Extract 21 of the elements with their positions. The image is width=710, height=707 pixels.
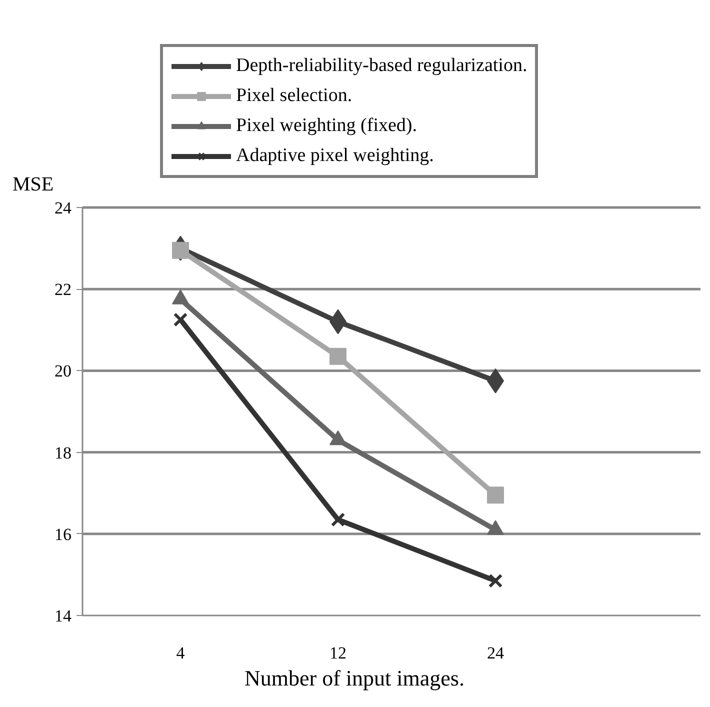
legend-label: Adaptive pixel weighting. — [236, 145, 434, 167]
y-tick-label: 16 — [54, 524, 72, 544]
x-axis-title: Number of input images. — [244, 666, 464, 690]
x-tick-label: 24 — [487, 644, 504, 662]
y-tick-label: 18 — [54, 443, 72, 462]
point — [330, 512, 346, 527]
point — [173, 312, 188, 327]
point — [487, 486, 504, 504]
x-tick-label: 4 — [176, 644, 186, 662]
y-axis-title: MSE — [12, 174, 54, 196]
legend-label: Pixel selection. — [236, 85, 352, 107]
y-tick-label: 24 — [54, 198, 72, 218]
legend-label: Pixel weighting (fixed). — [236, 115, 417, 137]
point — [488, 574, 503, 588]
legend-label: Depth-reliability-based regularization. — [236, 55, 528, 77]
y-tick-label: 22 — [54, 280, 72, 300]
y-tick-label: 20 — [54, 362, 72, 381]
y-tick-label: 14 — [54, 606, 72, 626]
point — [172, 242, 189, 259]
x-tick-label: 12 — [330, 644, 346, 662]
point — [330, 348, 346, 365]
